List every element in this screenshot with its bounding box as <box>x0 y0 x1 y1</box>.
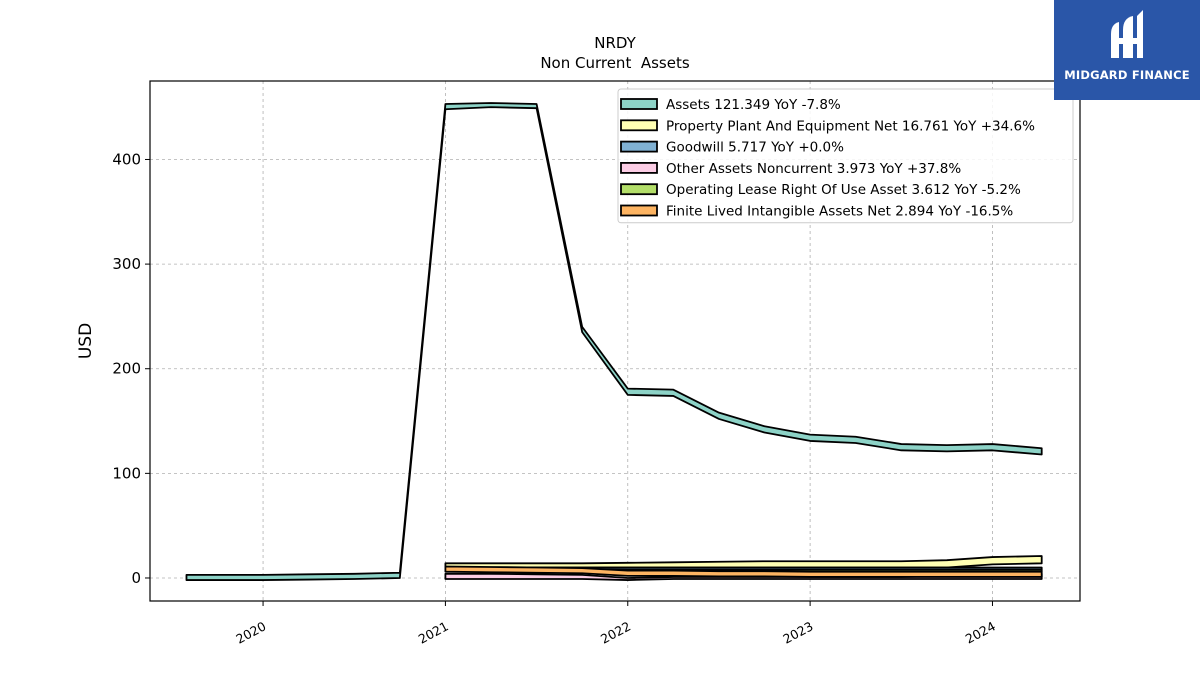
legend-swatch-2 <box>620 140 658 153</box>
legend-swatch-1 <box>620 119 658 132</box>
legend-label-2: Goodwill 5.717 YoY +0.0% <box>666 140 844 156</box>
x-tick-label-2: 2022 <box>598 618 633 646</box>
axes-frame <box>149 80 1081 602</box>
y-axis-label: USD <box>76 323 96 359</box>
y-tick-label-0: 0 <box>131 569 141 587</box>
legend-label-5: Finite Lived Intangible Assets Net 2.894… <box>666 204 1013 220</box>
y-tick-label-2: 200 <box>112 360 141 378</box>
x-tick-label-4: 2024 <box>963 618 998 646</box>
legend-box <box>617 88 1074 224</box>
legend-swatch-3 <box>620 161 658 174</box>
chart-subtitle: Non Current Assets <box>540 54 690 72</box>
series-band-5 <box>444 565 1043 578</box>
legend-label-0: Assets 121.349 YoY -7.8% <box>666 97 841 113</box>
y-tick-label-1: 100 <box>112 464 141 482</box>
x-tick-label-3: 2023 <box>780 618 815 646</box>
chart-title: NRDY <box>594 34 636 52</box>
series-band-1 <box>444 555 1043 569</box>
legend-swatch-4 <box>620 183 658 196</box>
x-tick-label-1: 2021 <box>416 618 451 646</box>
midgard-logo-icon <box>1054 8 1200 70</box>
x-tick-label-0: 2020 <box>233 618 268 646</box>
midgard-finance-logo: MIDGARD FINANCE <box>1054 0 1200 100</box>
legend: Assets 121.349 YoY -7.8% Property Plant A… <box>617 88 1074 224</box>
legend-label-1: Property Plant And Equipment Net 16.761 … <box>666 118 1035 134</box>
legend-label-4: Operating Lease Right Of Use Asset 3.612… <box>666 182 1021 198</box>
y-tick-label-4: 400 <box>112 150 141 168</box>
series-band-0 <box>185 102 1043 581</box>
legend-swatch-0 <box>620 98 658 110</box>
y-tick-label-3: 300 <box>112 255 141 273</box>
legend-swatch-5 <box>620 204 658 217</box>
logo-text: MIDGARD FINANCE <box>1064 68 1190 82</box>
legend-label-3: Other Assets Noncurrent 3.973 YoY +37.8% <box>666 161 961 177</box>
